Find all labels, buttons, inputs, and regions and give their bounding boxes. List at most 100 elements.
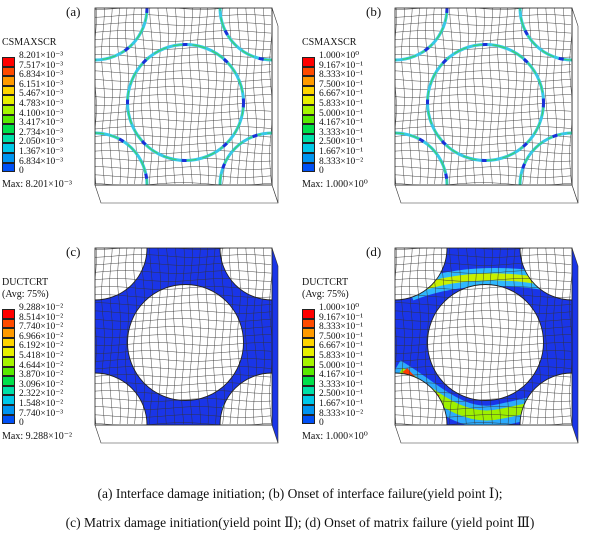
color-swatch xyxy=(302,95,315,105)
color-swatch xyxy=(302,328,315,338)
color-swatch xyxy=(302,347,315,357)
legend-tick-label: 8.201×10⁻³ xyxy=(19,51,64,61)
panel-label: (c) xyxy=(66,244,81,259)
plate-bottom-face xyxy=(394,184,579,204)
plate-outline xyxy=(394,7,573,186)
plate-bottom-face xyxy=(394,424,579,444)
legend-tick-label: 6.667×10⁻¹ xyxy=(319,341,364,352)
color-swatch xyxy=(2,85,15,96)
plate-side-face xyxy=(571,247,579,444)
panel-label: (a) xyxy=(66,4,81,19)
color-swatch xyxy=(2,385,15,396)
legend-tick-label: 5.833×10⁻¹ xyxy=(319,350,364,361)
panel-a: (a) CSMAXSCR 8.201×10⁻³ 7.517×10⁻³ 6.834×1… xyxy=(0,0,300,240)
corner-fibre xyxy=(395,373,447,425)
color-swatch xyxy=(302,57,315,67)
panel-d: (d) DUCTCRT (Avg: 75%) 1.000×10⁰ 9.167×10… xyxy=(300,240,600,480)
color-swatch xyxy=(2,66,15,77)
color-swatch xyxy=(2,152,15,163)
legend-tick-label: 8.333×10⁻¹ xyxy=(319,322,364,333)
legend-tick-label: 6.151×10⁻³ xyxy=(19,79,64,90)
color-swatch xyxy=(302,337,315,348)
legend-tick-label: 8.514×10⁻² xyxy=(19,312,64,323)
plate-outline xyxy=(94,7,273,186)
plate-outline xyxy=(94,247,273,426)
color-swatch xyxy=(302,152,315,163)
legend-tick-label: 0 xyxy=(19,166,24,177)
color-swatch xyxy=(2,143,15,153)
plate-face xyxy=(395,8,572,185)
legend-tick-label: 1.667×10⁻¹ xyxy=(319,146,364,157)
interface-segment xyxy=(426,43,545,162)
legend-tick-label: 5.418×10⁻² xyxy=(19,350,64,361)
color-swatch xyxy=(2,318,15,329)
color-swatch xyxy=(2,395,15,405)
legend-tick-label: 3.333×10⁻¹ xyxy=(319,127,364,138)
color-swatch xyxy=(302,318,315,329)
corner-fibre xyxy=(395,8,447,60)
legend-tick-label: 2.500×10⁻¹ xyxy=(319,389,364,400)
corner-fibre xyxy=(520,8,572,60)
legend-title: CSMAXSCR xyxy=(302,37,357,48)
central-fibre xyxy=(127,284,244,401)
color-swatch xyxy=(302,356,315,367)
legend-tick-label: 2.734×10⁻³ xyxy=(19,127,64,138)
legend-tick-label: 5.467×10⁻³ xyxy=(19,89,64,100)
legend-tick-label: 5.833×10⁻¹ xyxy=(319,98,364,109)
legend-tick-label: 9.167×10⁻¹ xyxy=(319,312,364,323)
color-bar xyxy=(2,57,15,173)
plate-outline xyxy=(394,247,573,426)
legend-title: CSMAXSCR xyxy=(2,37,57,48)
legend-subtitle: (Avg: 75%) xyxy=(302,289,349,300)
legend-tick-label: 4.167×10⁻¹ xyxy=(319,118,364,129)
color-swatch xyxy=(302,404,315,415)
color-bar xyxy=(2,309,15,425)
corner-fibre xyxy=(220,373,272,425)
central-fibre xyxy=(427,284,544,401)
color-swatch xyxy=(302,133,315,144)
legend-tick-label: 4.783×10⁻³ xyxy=(19,98,64,109)
color-swatch xyxy=(2,328,15,338)
legend-tick-label: 3.096×10⁻² xyxy=(19,379,64,390)
contour-plot xyxy=(94,247,279,444)
color-swatch xyxy=(302,366,315,377)
color-swatch xyxy=(302,385,315,396)
fibre-interface xyxy=(127,284,244,401)
legend-tick-label: 8.333×10⁻² xyxy=(319,408,364,419)
color-swatch xyxy=(2,95,15,105)
corner-fibre xyxy=(220,248,272,300)
legend-tick-label: 6.834×10⁻³ xyxy=(19,156,64,167)
legend-tick-label: 1.667×10⁻¹ xyxy=(319,398,364,409)
color-swatch xyxy=(2,114,15,125)
color-swatch xyxy=(302,143,315,153)
color-swatch xyxy=(2,404,15,415)
central-fibre xyxy=(127,44,244,161)
legend-tick-label: 0 xyxy=(319,418,324,429)
plate-bottom-face xyxy=(94,424,279,444)
legend-tick-label: 7.740×10⁻³ xyxy=(19,408,64,419)
legend-tick-label: 3.417×10⁻³ xyxy=(19,118,64,129)
color-swatch xyxy=(2,133,15,144)
color-swatch xyxy=(2,309,15,319)
central-fibre xyxy=(427,44,544,161)
caption-line-1: (a) Interface damage initiation; (b) Ons… xyxy=(97,486,503,501)
legend-tick-label: 9.288×10⁻² xyxy=(19,303,64,313)
mesh-lines xyxy=(95,8,272,185)
corner-fibre xyxy=(95,373,147,425)
legend-title: DUCTCRT xyxy=(2,277,49,288)
legend-tick-label: 6.192×10⁻² xyxy=(19,341,64,352)
legend-tick-label: 1.548×10⁻² xyxy=(19,398,64,409)
color-bar xyxy=(302,57,315,173)
legend-tick-label: 5.000×10⁻¹ xyxy=(319,108,364,119)
legend-tick-label: 4.644×10⁻² xyxy=(19,360,64,371)
color-swatch xyxy=(302,414,315,425)
plate-face xyxy=(95,248,272,425)
panel-b: (b) CSMAXSCR 1.000×10⁰ 9.167×10⁻¹ 8.333×10… xyxy=(300,0,600,240)
legend-tick-label: 9.167×10⁻¹ xyxy=(319,60,364,71)
legend-tick-label: 6.966×10⁻² xyxy=(19,331,64,342)
color-swatch xyxy=(2,337,15,348)
legend-tick-label: 8.333×10⁻² xyxy=(319,156,364,167)
legend-tick-label: 7.740×10⁻² xyxy=(19,322,64,333)
color-swatch xyxy=(302,124,315,134)
legend-tick-label: 2.050×10⁻³ xyxy=(19,137,64,148)
